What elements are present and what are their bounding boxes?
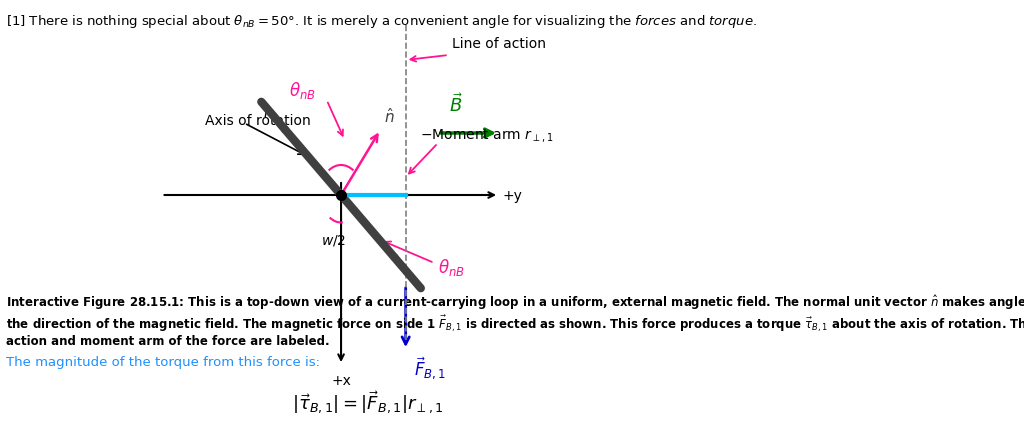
Text: action and moment arm of the force are labeled.: action and moment arm of the force are l… — [6, 334, 330, 347]
Text: the direction of the magnetic field. The magnetic force on side 1 $\vec{F}_{B,1}: the direction of the magnetic field. The… — [6, 313, 1024, 333]
Text: Line of action: Line of action — [453, 37, 547, 51]
Text: $i$: $i$ — [263, 104, 269, 120]
Text: $\theta_{nB}$: $\theta_{nB}$ — [289, 80, 316, 101]
Text: $\hat{n}$: $\hat{n}$ — [384, 107, 394, 126]
Text: $\vec{B}$: $\vec{B}$ — [449, 93, 463, 116]
Text: $w/2$: $w/2$ — [321, 233, 345, 248]
Text: Interactive Figure 28.15.1: This is a top-down view of a current-carrying loop i: Interactive Figure 28.15.1: This is a to… — [6, 292, 1024, 311]
Text: $-$Moment arm $r_{\perp,1}$: $-$Moment arm $r_{\perp,1}$ — [420, 127, 553, 144]
Text: [1] There is nothing special about $\theta_{nB} = 50°$. It is merely a convenien: [1] There is nothing special about $\the… — [6, 13, 757, 30]
Text: $|\vec{\tau}_{B,1}| = |\vec{F}_{B,1}|r_{\perp,1}$: $|\vec{\tau}_{B,1}| = |\vec{F}_{B,1}|r_{… — [292, 389, 443, 415]
Text: +x: +x — [331, 373, 351, 387]
Text: +y: +y — [503, 189, 522, 203]
Text: $\vec{F}_{B,1}$: $\vec{F}_{B,1}$ — [415, 355, 446, 381]
Text: Axis of rotation: Axis of rotation — [205, 114, 310, 128]
Text: $\theta_{nB}$: $\theta_{nB}$ — [438, 257, 465, 278]
Text: The magnitude of the torque from this force is:: The magnitude of the torque from this fo… — [6, 355, 319, 368]
